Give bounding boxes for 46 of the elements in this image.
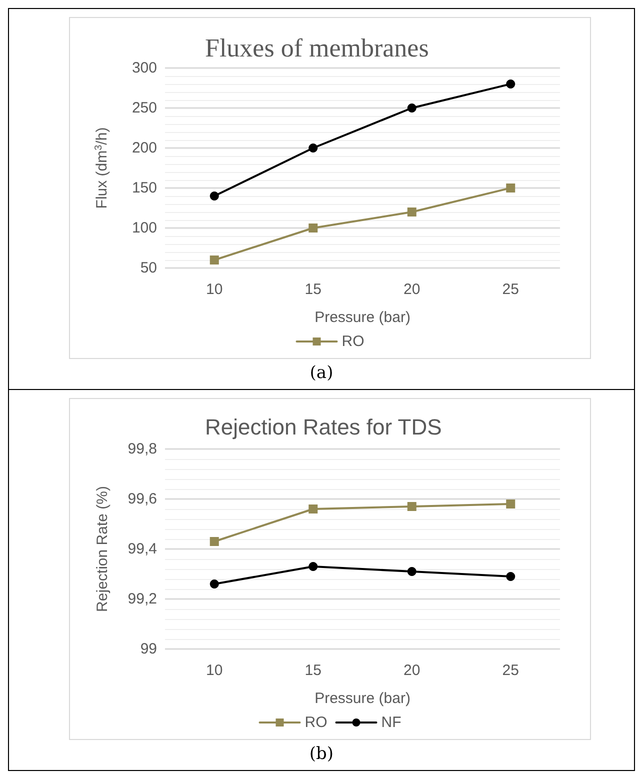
- y-axis-title: Flux (dm3/h): [94, 127, 110, 209]
- point: [407, 567, 416, 576]
- point: [308, 144, 318, 152]
- text: (a): [308, 363, 334, 383]
- point: [407, 208, 416, 216]
- point: [506, 80, 516, 88]
- y-tick-label: 200: [132, 140, 157, 156]
- legend-label: NF: [381, 714, 402, 731]
- chart-title: Fluxes of membranes: [205, 34, 429, 62]
- point: [210, 580, 219, 588]
- y-tick-label: 300: [132, 60, 157, 76]
- point: [506, 500, 516, 508]
- x-axis-title: Pressure (bar): [314, 690, 410, 707]
- y-tick-label: 50: [140, 260, 157, 276]
- x-axis-title: Pressure (bar): [314, 309, 410, 326]
- y-tick-label: 99,2: [128, 590, 157, 608]
- legend-label: RO: [304, 714, 328, 731]
- x-tick-label: 10: [206, 281, 223, 298]
- chart-title: Rejection Rates for TDS: [205, 414, 442, 440]
- point: [407, 104, 416, 112]
- y-tick-label: 150: [132, 180, 157, 196]
- point: [308, 224, 318, 232]
- point: [308, 562, 318, 571]
- point: [210, 537, 219, 546]
- x-tick-label: 25: [502, 281, 519, 298]
- x-tick-label: 20: [404, 662, 420, 679]
- point: [308, 504, 318, 514]
- point: [407, 502, 416, 511]
- point: [210, 192, 219, 200]
- x-tick-label: 15: [304, 281, 322, 298]
- point: [506, 184, 516, 192]
- y-tick-label: 99,8: [128, 440, 157, 458]
- x-tick-label: 25: [502, 662, 519, 679]
- y-tick-label: 99,4: [128, 540, 157, 558]
- text: (b): [308, 744, 335, 764]
- y-tick-label: 250: [132, 100, 157, 116]
- y-tick-label: 99,6: [128, 490, 157, 508]
- y-tick-label: 99: [140, 640, 157, 658]
- x-tick-label: 15: [304, 662, 322, 679]
- point: [506, 572, 516, 581]
- x-tick-label: 10: [206, 662, 223, 679]
- x-tick-label: 20: [404, 281, 420, 298]
- y-axis-title: Rejection Rate (%): [94, 486, 111, 612]
- y-tick-label: 100: [132, 220, 157, 236]
- point: [210, 256, 219, 264]
- legend-label: RO: [342, 333, 364, 350]
